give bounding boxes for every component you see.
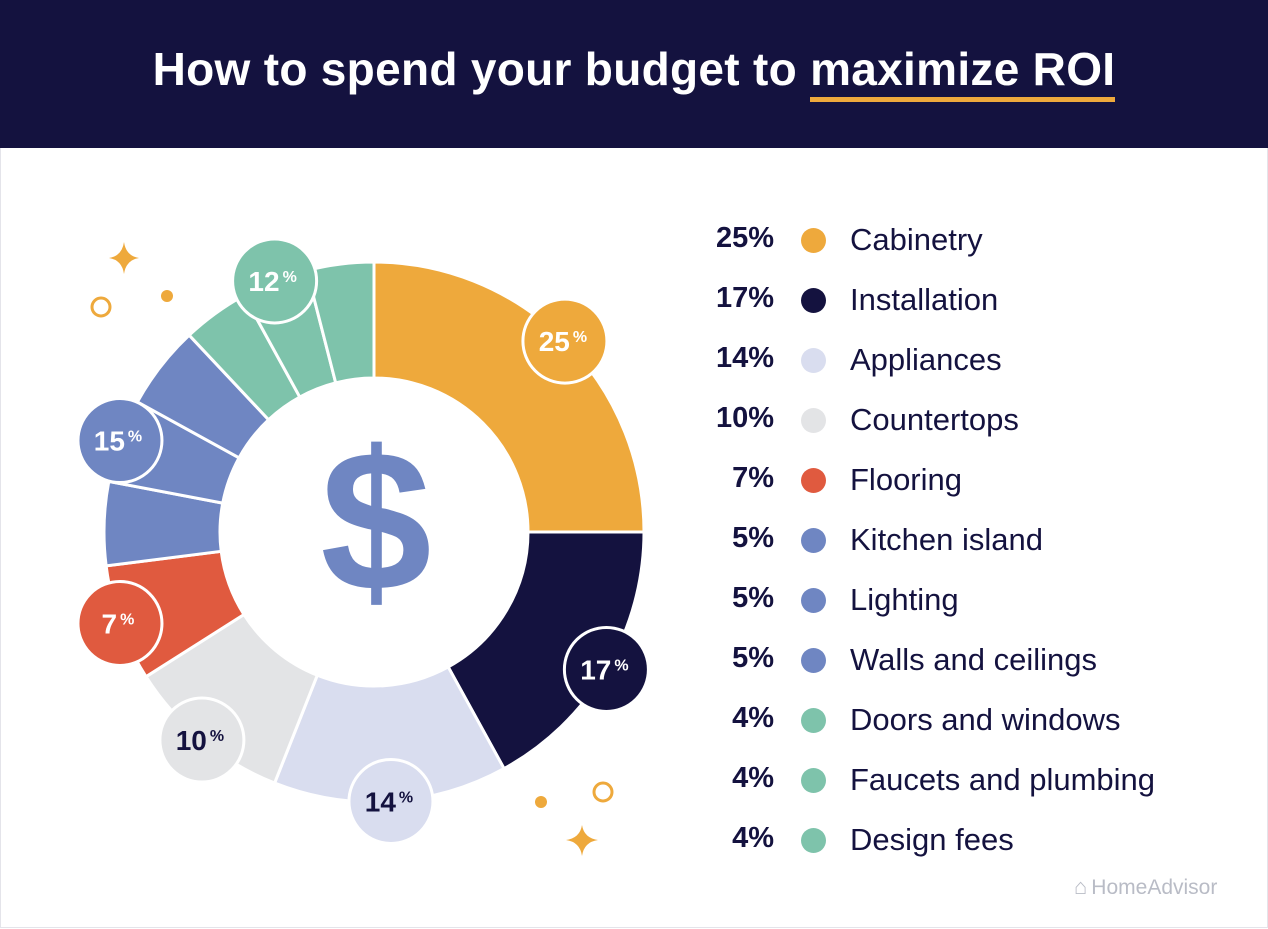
badge-circle bbox=[347, 757, 435, 845]
legend-label: Design fees bbox=[850, 822, 1014, 857]
badge-circle bbox=[158, 696, 246, 784]
sparkle-icon bbox=[566, 825, 598, 856]
badge-25: 25% bbox=[521, 297, 609, 385]
small-dot-icon bbox=[161, 290, 173, 302]
legend-percent: 4% bbox=[732, 762, 774, 794]
slice-design-fees bbox=[305, 260, 376, 385]
legend-swatch bbox=[801, 468, 826, 493]
brand-name: HomeAdvisor bbox=[1091, 876, 1218, 899]
badge-label: 15% bbox=[94, 426, 142, 457]
badge-label: 12% bbox=[248, 266, 296, 297]
legend-item: 4% Doors and windows bbox=[690, 694, 1250, 754]
legend-swatch bbox=[801, 828, 826, 853]
legend-label: Kitchen island bbox=[850, 522, 1044, 557]
badge-10: 10% bbox=[158, 696, 246, 784]
sparkle-icon bbox=[109, 242, 139, 274]
badge-circle bbox=[76, 579, 164, 667]
page-title: How to spend your budget to maximize ROI bbox=[0, 42, 1268, 102]
legend-label: Flooring bbox=[850, 462, 962, 497]
legend-item: 7% Flooring bbox=[690, 454, 1250, 514]
ring-icon bbox=[592, 781, 614, 803]
legend-percent: 4% bbox=[732, 822, 774, 854]
legend-item: 4% Faucets and plumbing bbox=[690, 754, 1250, 814]
badge-15: 15% bbox=[76, 397, 164, 485]
badge-12: 12% bbox=[231, 237, 319, 325]
dollar-sign-icon: $ bbox=[320, 410, 431, 633]
legend-swatch bbox=[801, 708, 826, 733]
badge-label: 17% bbox=[580, 654, 628, 685]
badge-circle bbox=[76, 397, 164, 485]
ring-icon bbox=[90, 296, 112, 318]
legend-percent: 25% bbox=[715, 222, 774, 254]
legend-label: Cabinetry bbox=[850, 222, 983, 257]
legend-item: 5% Walls and ceilings bbox=[690, 634, 1250, 694]
legend-item: 10% Countertops bbox=[690, 394, 1250, 454]
decoration-group bbox=[90, 242, 614, 856]
legend-swatch bbox=[801, 348, 826, 373]
legend-swatch bbox=[801, 228, 826, 253]
legend-item: 17% Installation bbox=[690, 274, 1250, 334]
legend-label: Installation bbox=[850, 282, 999, 317]
small-dot-icon bbox=[535, 796, 547, 808]
header-banner: How to spend your budget to maximize ROI bbox=[0, 0, 1268, 148]
badge-circle bbox=[562, 625, 650, 713]
badge-17: 17% bbox=[562, 625, 650, 713]
legend-percent: 17% bbox=[715, 282, 774, 314]
legend-percent: 7% bbox=[732, 462, 774, 494]
brand-logo: ⌂ HomeAdvisor bbox=[1074, 874, 1217, 900]
badge-7: 7% bbox=[76, 579, 164, 667]
legend-label: Countertops bbox=[850, 402, 1019, 437]
legend-swatch bbox=[801, 408, 826, 433]
donut-chart: $ 25 % 17 % 14 % 10 % 7 % 15 % 12% bbox=[76, 237, 650, 856]
legend-percent: 14% bbox=[715, 342, 774, 374]
badge-circle bbox=[521, 297, 609, 385]
legend-percent: 10% bbox=[715, 402, 774, 434]
title-highlight: maximize ROI bbox=[810, 43, 1116, 102]
legend-swatch bbox=[801, 768, 826, 793]
badge-label: 10% bbox=[176, 725, 224, 756]
legend-swatch bbox=[801, 528, 826, 553]
legend-label: Lighting bbox=[850, 582, 959, 617]
badge-label: 14% bbox=[365, 786, 413, 817]
legend-item: 14% Appliances bbox=[690, 334, 1250, 394]
legend-percent: 5% bbox=[732, 582, 774, 614]
legend-item: 25% Cabinetry bbox=[690, 214, 1250, 274]
title-prefix: How to spend your budget to bbox=[152, 43, 811, 95]
legend-label: Faucets and plumbing bbox=[850, 762, 1156, 797]
legend-swatch bbox=[801, 588, 826, 613]
badge-group: 25 % 17 % 14 % 10 % 7 % 15 % 12% bbox=[76, 237, 650, 845]
legend-label: Doors and windows bbox=[850, 702, 1121, 737]
legend-percent: 5% bbox=[732, 522, 774, 554]
legend-item: 5% Lighting bbox=[690, 574, 1250, 634]
legend-label: Appliances bbox=[850, 342, 1002, 377]
house-icon: ⌂ bbox=[1074, 874, 1088, 899]
legend-swatch bbox=[801, 648, 826, 673]
legend-percent: 4% bbox=[732, 702, 774, 734]
badge-label: 25% bbox=[539, 326, 587, 357]
legend-item: 5% Kitchen island bbox=[690, 514, 1250, 574]
legend-swatch bbox=[801, 288, 826, 313]
badge-label: 7% bbox=[102, 608, 135, 639]
legend-item: 4% Design fees bbox=[690, 814, 1250, 874]
legend: 25% Cabinetry 17% Installation 14% Appliances… bbox=[690, 214, 1250, 874]
legend-label: Walls and ceilings bbox=[850, 642, 1097, 677]
slice-cabinetry bbox=[372, 260, 646, 534]
legend-percent: 5% bbox=[732, 642, 774, 674]
slice-installation bbox=[446, 530, 646, 771]
badge-14: 14% bbox=[347, 757, 435, 845]
badge-circle bbox=[231, 237, 319, 325]
